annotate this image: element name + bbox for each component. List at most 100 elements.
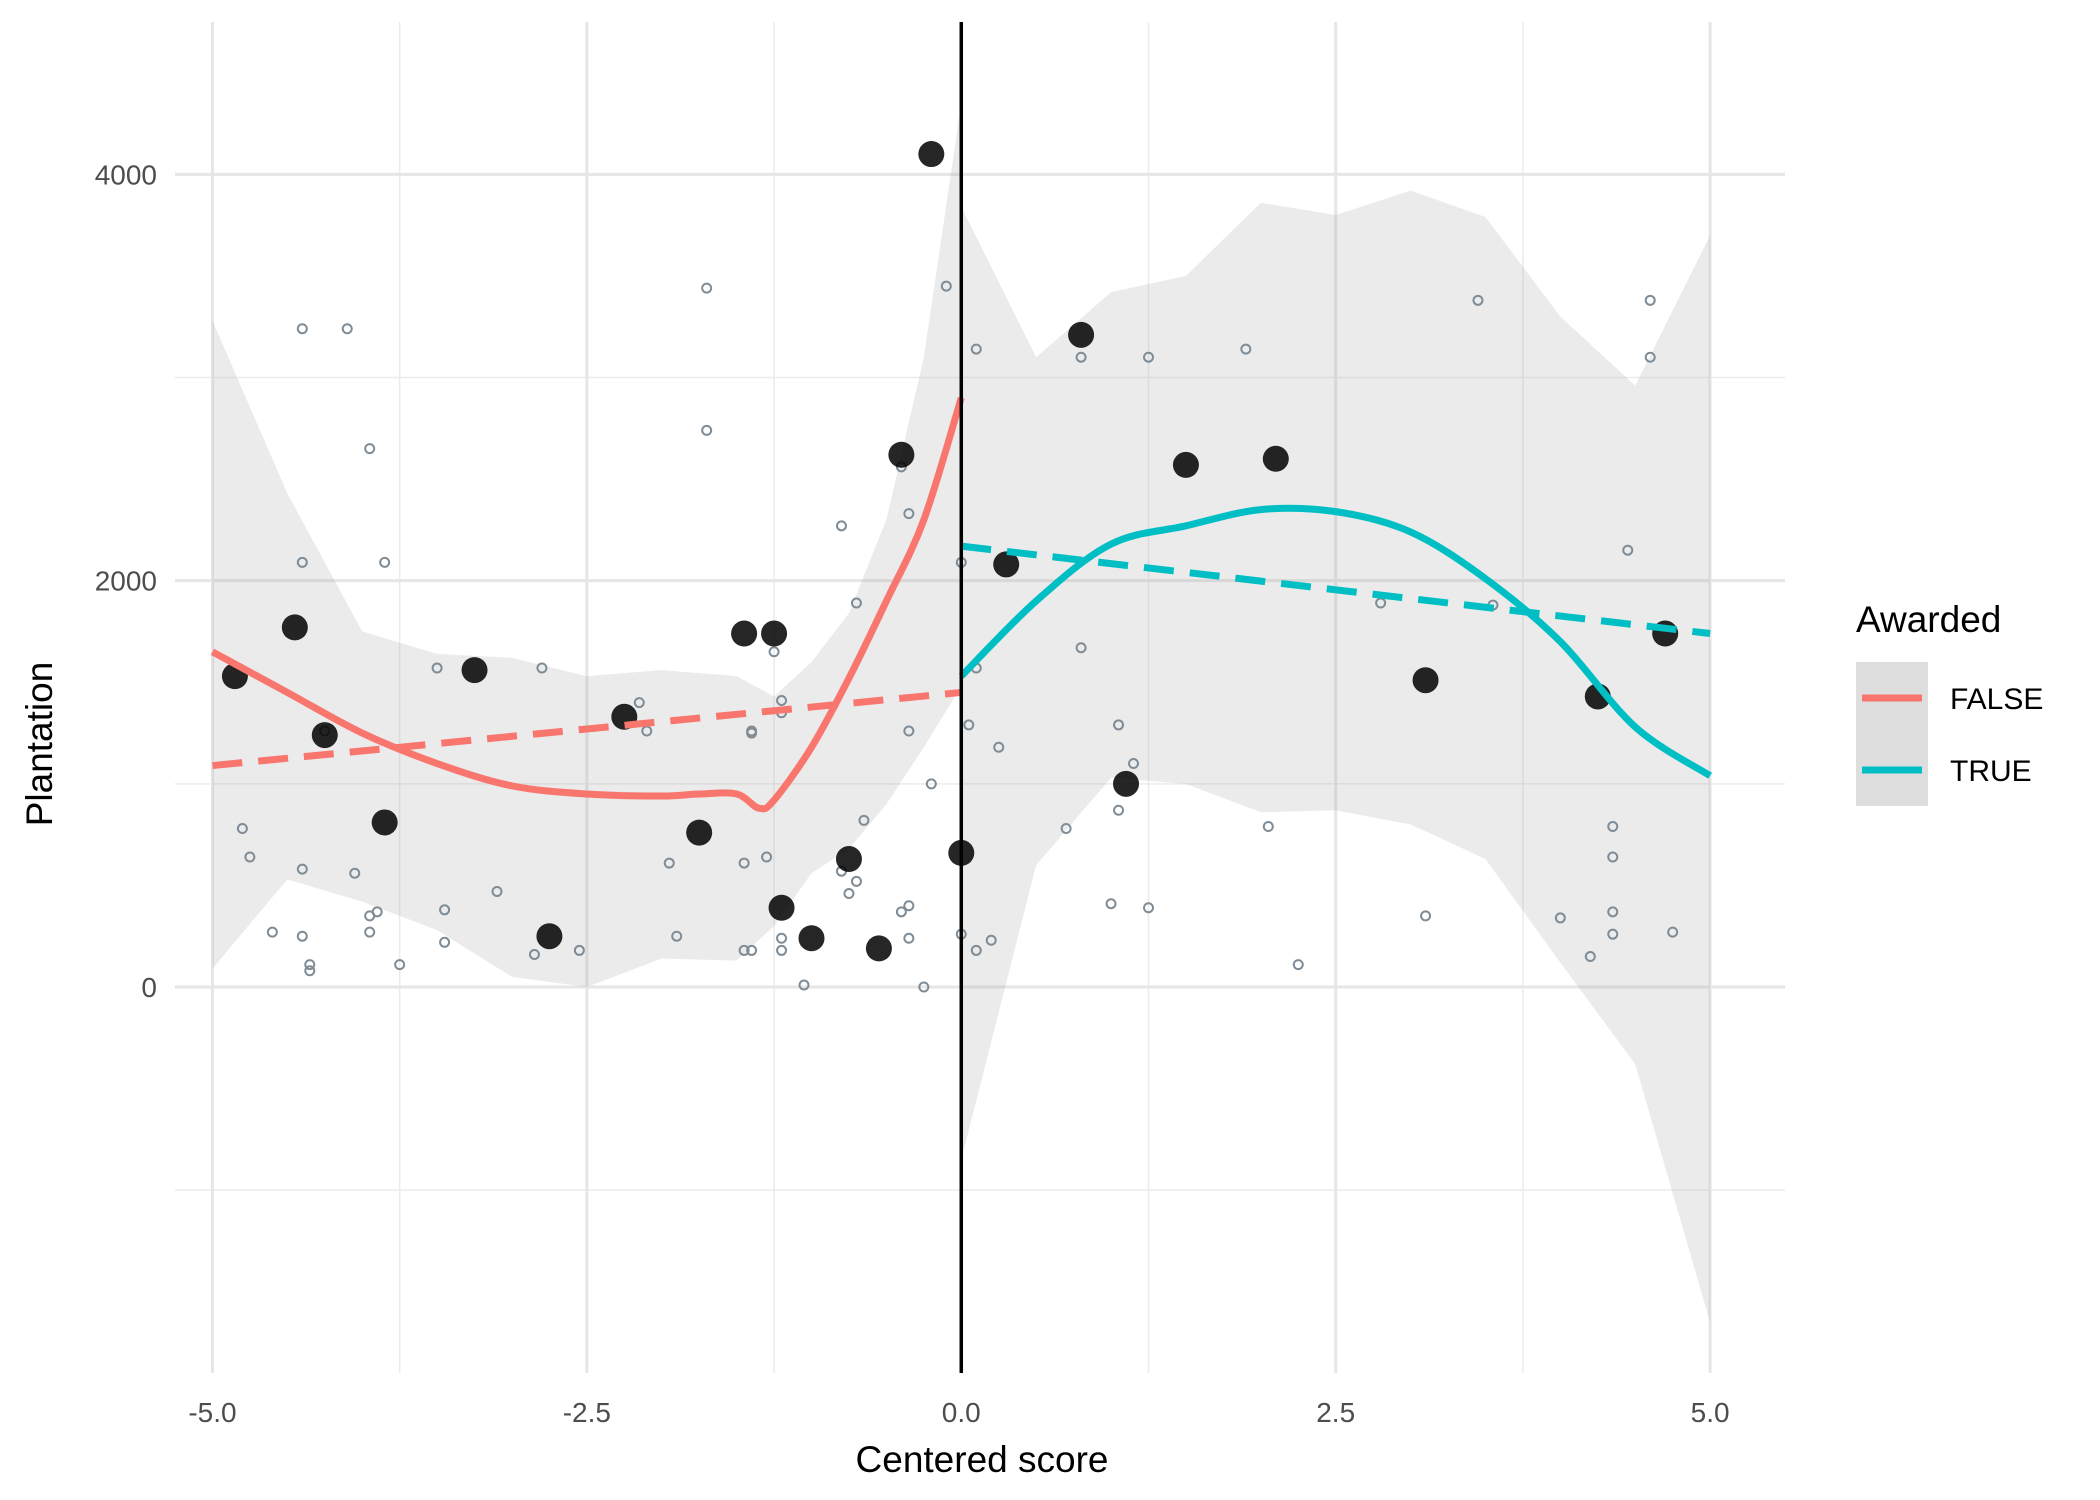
legend-label-false: FALSE (1950, 683, 2043, 716)
large-point (761, 620, 788, 647)
small-point (850, 597, 862, 609)
small-point (528, 948, 540, 960)
small-point (491, 886, 503, 898)
small-point (1622, 544, 1634, 556)
small-point (236, 823, 248, 835)
small-point (1060, 823, 1072, 835)
small-point (918, 981, 930, 993)
small-point (963, 719, 975, 731)
small-point (431, 662, 443, 674)
small-point (925, 778, 937, 790)
small-point (1420, 910, 1432, 922)
small-point (1075, 351, 1087, 363)
small-point (364, 926, 376, 938)
small-point (701, 424, 713, 436)
small-point (663, 857, 675, 869)
small-point (341, 323, 353, 335)
large-point (1068, 321, 1095, 348)
x-axis-ticks: -5.0 -2.5 0.0 2.5 5.0 (188, 1397, 1729, 1428)
large-point (768, 894, 795, 921)
small-point (573, 944, 585, 956)
small-point (940, 280, 952, 292)
small-point (1584, 951, 1596, 963)
small-point (768, 646, 780, 658)
small-point (903, 508, 915, 520)
small-point (798, 979, 810, 991)
loess-fit-true (958, 504, 1713, 779)
large-point (461, 657, 488, 684)
small-point (1142, 351, 1154, 363)
small-point (1607, 906, 1619, 918)
small-point (296, 863, 308, 875)
small-point (776, 695, 788, 707)
large-point (371, 809, 398, 836)
legend-key-background (1856, 662, 1928, 806)
small-point (1292, 959, 1304, 971)
small-point (266, 926, 278, 938)
small-point (671, 930, 683, 942)
small-point (1105, 898, 1117, 910)
small-point (633, 697, 645, 709)
large-point (1412, 667, 1439, 694)
large-point (993, 551, 1020, 578)
small-point (1128, 758, 1140, 770)
small-point (903, 932, 915, 944)
legend-label-true: TRUE (1950, 755, 2032, 788)
y-tick-label: 2000 (95, 566, 157, 597)
x-tick-label: -2.5 (563, 1397, 611, 1428)
small-point (296, 323, 308, 335)
x-tick-label: 2.5 (1316, 1397, 1355, 1428)
small-point (439, 936, 451, 948)
y-tick-label: 4000 (95, 159, 157, 190)
small-point (1667, 926, 1679, 938)
small-point (746, 727, 758, 739)
fit-lines (210, 396, 1713, 813)
small-point (1142, 902, 1154, 914)
small-point (970, 944, 982, 956)
small-point (835, 520, 847, 532)
x-tick-label: 0.0 (942, 1397, 981, 1428)
large-point (1113, 770, 1140, 797)
small-point (850, 875, 862, 887)
large-point (918, 141, 945, 168)
small-point (738, 944, 750, 956)
small-point (895, 906, 907, 918)
small-point (738, 857, 750, 869)
small-point (1472, 294, 1484, 306)
confidence-band-false (212, 103, 962, 987)
x-axis-title: Centered score (856, 1439, 1109, 1480)
small-point (1607, 928, 1619, 940)
small-point (1607, 851, 1619, 863)
large-point (1172, 451, 1199, 478)
small-observation-points (236, 280, 1679, 993)
large-point (536, 923, 563, 950)
small-point (746, 944, 758, 956)
legend: Awarded FALSE TRUE (1856, 599, 2043, 806)
small-point (985, 934, 997, 946)
small-point (1113, 719, 1125, 731)
small-point (970, 343, 982, 355)
small-point (439, 904, 451, 916)
large-point (731, 620, 758, 647)
small-point (296, 930, 308, 942)
large-point (798, 925, 825, 952)
small-point (536, 662, 548, 674)
small-point (903, 900, 915, 912)
small-point (1554, 912, 1566, 924)
small-point (1075, 642, 1087, 654)
small-point (761, 851, 773, 863)
x-tick-label: -5.0 (188, 1397, 236, 1428)
small-point (296, 556, 308, 568)
small-point (349, 867, 361, 879)
small-point (776, 932, 788, 944)
small-point (993, 741, 1005, 753)
y-tick-label: 0 (141, 972, 157, 1003)
small-point (1262, 821, 1274, 833)
large-point (1262, 445, 1289, 472)
small-point (304, 965, 316, 977)
small-point (371, 906, 383, 918)
legend-title: Awarded (1856, 599, 2001, 640)
small-point (394, 959, 406, 971)
y-axis-ticks: 0 2000 4000 (95, 159, 157, 1003)
